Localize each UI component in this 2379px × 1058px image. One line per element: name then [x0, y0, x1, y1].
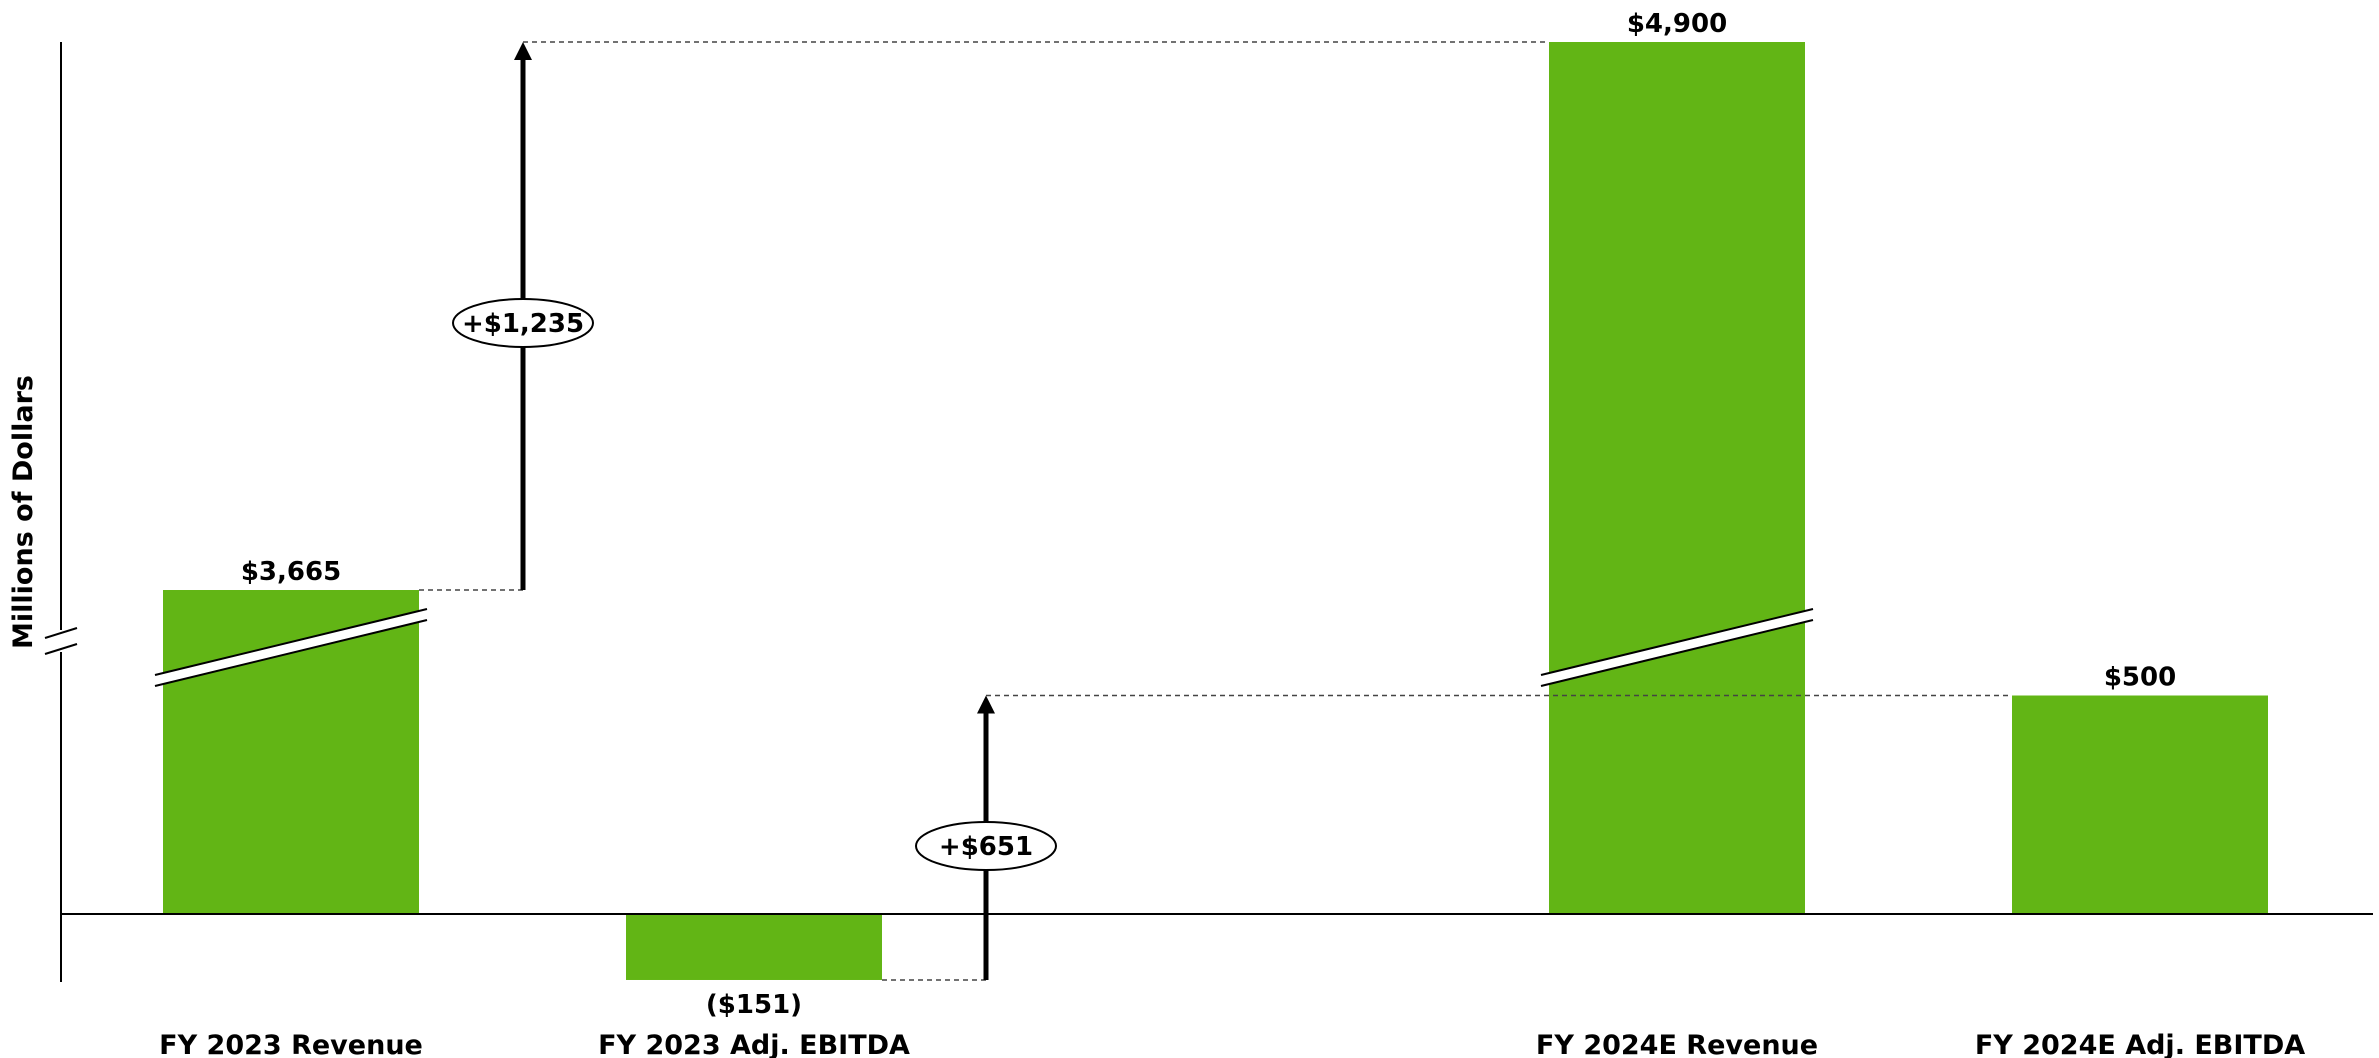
arrow-head-651 [977, 695, 995, 714]
bar-break-line-lower-fy-2024e-revenue [1540, 619, 1814, 687]
bar-break-line-lower-fy-2023-revenue [154, 619, 428, 687]
change-label-1-235: +$1,235 [462, 309, 584, 339]
arrow-head-1-235 [514, 42, 532, 60]
value-label-fy-2024e-adj-ebitda: $500 [2104, 663, 2176, 693]
change-label-651: +$651 [939, 832, 1033, 862]
y-axis-break-mark-lower [44, 643, 78, 655]
y-axis-title: Millions of Dollars [8, 375, 39, 649]
category-label-fy-2023-revenue: FY 2023 Revenue [159, 1030, 423, 1058]
bar-break-gap-fy-2023-revenue [155, 609, 427, 686]
category-label-fy-2024e-revenue: FY 2024E Revenue [1536, 1030, 1818, 1058]
labels-layer: $3,665 FY 2023 Revenue ($151) FY 2023 Adj. … [159, 9, 2305, 1058]
bar-fy-2024e-adj-ebitda [2012, 695, 2268, 914]
bar-fy-2023-adj-ebitda [626, 914, 882, 980]
change-arrows: +$1,235 +$651 [452, 42, 1057, 980]
category-label-fy-2024e-adj-ebitda: FY 2024E Adj. EBITDA [1975, 1030, 2305, 1058]
change-badge-651 [915, 821, 1057, 871]
value-label-fy-2023-revenue: $3,665 [241, 557, 341, 587]
y-axis-break-mark-upper [44, 627, 78, 639]
bars-layer [163, 42, 2268, 980]
bar-break-line-upper-fy-2024e-revenue [1540, 608, 1814, 676]
category-label-fy-2023-adj-ebitda: FY 2023 Adj. EBITDA [598, 1030, 910, 1058]
dashed-guide-lines [419, 41, 2012, 981]
value-label-fy-2023-adj-ebitda: ($151) [706, 990, 802, 1020]
change-badge-1-235 [452, 298, 594, 348]
bar-break-line-upper-fy-2023-revenue [154, 608, 428, 676]
axes [44, 42, 2373, 982]
bar-fy-2024e-revenue [1549, 42, 1805, 914]
value-label-fy-2024e-revenue: $4,900 [1627, 9, 1727, 39]
bar-break-marks [154, 608, 1814, 687]
bar-fy-2023-revenue [163, 590, 419, 914]
bar-break-gap-fy-2024e-revenue [1541, 609, 1813, 686]
